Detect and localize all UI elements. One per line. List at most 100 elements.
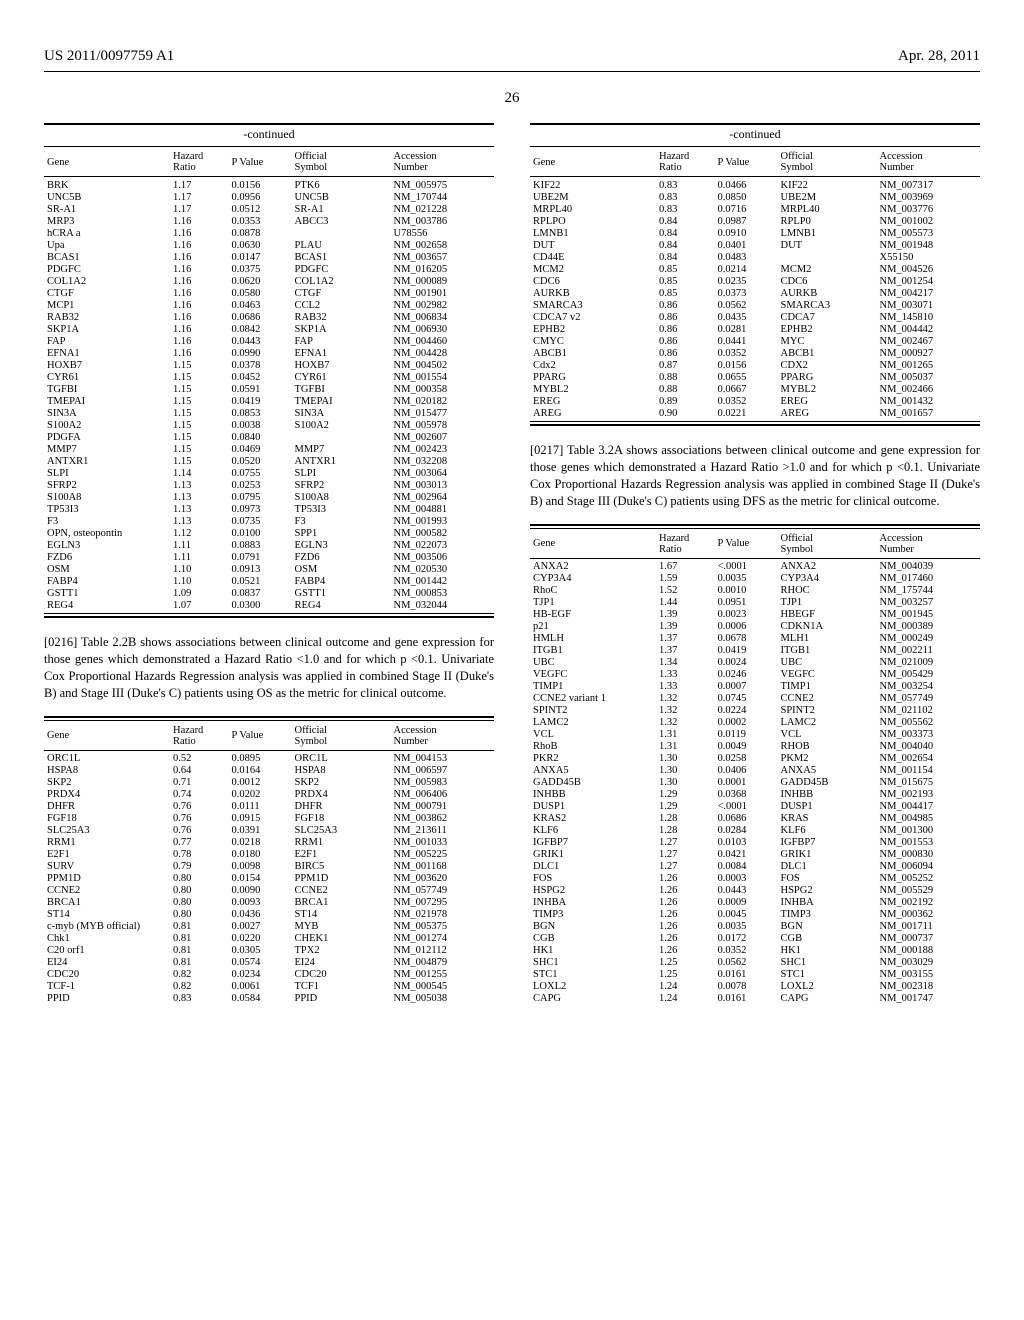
table-row: HSPG21.260.0443HSPG2NM_005529 (530, 885, 980, 897)
table-row: Chk10.810.0220CHEK1NM_001274 (44, 933, 494, 945)
table-3-2a: GeneHazardRatioP ValueOfficialSymbolAcce… (530, 524, 980, 1005)
table-row: GSTT11.090.0837GSTT1NM_000853 (44, 587, 494, 599)
table-row: OSM1.100.0913OSMNM_020530 (44, 563, 494, 575)
table-row: ORC1L0.520.0895ORC1LNM_004153 (44, 753, 494, 765)
table-row: FOS1.260.0003FOSNM_005252 (530, 873, 980, 885)
table-row: LAMC21.320.0002LAMC2NM_005562 (530, 717, 980, 729)
table-row: DUT0.840.0401DUTNM_001948 (530, 239, 980, 251)
doc-id: US 2011/0097759 A1 (44, 48, 174, 65)
table-row: PRDX40.740.0202PRDX4NM_006406 (44, 789, 494, 801)
table-row: PDGFC1.160.0375PDGFCNM_016205 (44, 263, 494, 275)
table-row: SMARCA30.860.0562SMARCA3NM_003071 (530, 299, 980, 311)
table-row: MRPL400.830.0716MRPL40NM_003776 (530, 203, 980, 215)
col-header: P Value (715, 149, 778, 175)
table-row: RhoB1.310.0049RHOBNM_004040 (530, 741, 980, 753)
table-row: KIF220.830.0466KIF22NM_007317 (530, 179, 980, 191)
table-row: RAB321.160.0686RAB32NM_006834 (44, 311, 494, 323)
table-row: FABP41.100.0521FABP4NM_001442 (44, 575, 494, 587)
table-row: HMLH1.370.0678MLH1NM_000249 (530, 633, 980, 645)
table-row: SURV0.790.0098BIRC5NM_001168 (44, 861, 494, 873)
table-row: SKP20.710.0012SKP2NM_005983 (44, 777, 494, 789)
table-row: CMYC0.860.0441MYCNM_002467 (530, 335, 980, 347)
table-2-2b-continued: -continued GeneHazardRatioP ValueOfficia… (530, 123, 980, 426)
table-row: SIN3A1.150.0853SIN3ANM_015477 (44, 407, 494, 419)
table-row: FAP1.160.0443FAPNM_004460 (44, 335, 494, 347)
table-row: CTGF1.160.0580CTGFNM_001901 (44, 287, 494, 299)
table-row: HSPA80.640.0164HSPA8NM_006597 (44, 765, 494, 777)
table-row: SLPI1.140.0755SLPINM_003064 (44, 467, 494, 479)
table-row: SFRP21.130.0253SFRP2NM_003013 (44, 479, 494, 491)
table-row: Upa1.160.0630PLAUNM_002658 (44, 239, 494, 251)
table-row: FZD61.110.0791FZD6NM_003506 (44, 551, 494, 563)
table-row: EFNA11.160.0990EFNA1NM_004428 (44, 347, 494, 359)
table-row: S100A81.130.0795S100A8NM_002964 (44, 491, 494, 503)
col-header: AccessionNumber (877, 531, 981, 557)
table-row: CDCA7 v20.860.0435CDCA7NM_145810 (530, 311, 980, 323)
col-header: HazardRatio (170, 723, 229, 749)
table-row: AREG0.900.0221AREGNM_001657 (530, 407, 980, 419)
table-row: F31.130.0735F3NM_001993 (44, 515, 494, 527)
col-header: OfficialSymbol (292, 723, 391, 749)
table-row: OPN, osteopontin1.120.0100SPP1NM_000582 (44, 527, 494, 539)
table-row: UNC5B1.170.0956UNC5BNM_170744 (44, 191, 494, 203)
table-row: CDC200.820.0234CDC20NM_001255 (44, 969, 494, 981)
table-row: MMP71.150.0469MMP7NM_002423 (44, 443, 494, 455)
col-header: OfficialSymbol (292, 149, 391, 175)
paragraph-0216: [0216] Table 2.2B shows associations bet… (44, 634, 494, 702)
table-row: EREG0.890.0352EREGNM_001432 (530, 395, 980, 407)
table-row: DLC11.270.0084DLC1NM_006094 (530, 861, 980, 873)
col-header: Gene (44, 149, 170, 175)
col-header: P Value (229, 723, 292, 749)
table-row: EPHB20.860.0281EPHB2NM_004442 (530, 323, 980, 335)
table-row: EI240.810.0574EI24NM_004879 (44, 957, 494, 969)
table-row: hCRA a1.160.0878U78556 (44, 227, 494, 239)
table-row: INHBB1.290.0368INHBBNM_002193 (530, 789, 980, 801)
table-row: ANXA21.67<.0001ANXA2NM_004039 (530, 561, 980, 573)
col-header: Gene (44, 723, 170, 749)
table-row: TJP11.440.0951TJP1NM_003257 (530, 597, 980, 609)
table-row: BCAS11.160.0147BCAS1NM_003657 (44, 251, 494, 263)
table-row: UBC1.340.0024UBCNM_021009 (530, 657, 980, 669)
table-row: SPINT21.320.0224SPINT2NM_021102 (530, 705, 980, 717)
table-row: CAPG1.240.0161CAPGNM_001747 (530, 993, 980, 1005)
right-column: -continued GeneHazardRatioP ValueOfficia… (530, 121, 980, 1021)
table-row: KLF61.280.0284KLF6NM_001300 (530, 825, 980, 837)
col-header: P Value (229, 149, 292, 175)
table-row: DUSP11.29<.0001DUSP1NM_004417 (530, 801, 980, 813)
table-row: LMNB10.840.0910LMNB1NM_005573 (530, 227, 980, 239)
table-row: S100A21.150.0038S100A2NM_005978 (44, 419, 494, 431)
table-row: TCF-10.820.0061TCF1NM_000545 (44, 981, 494, 993)
table-row: BRCA10.800.0093BRCA1NM_007295 (44, 897, 494, 909)
table-row: ITGB11.370.0419ITGB1NM_002211 (530, 645, 980, 657)
table-row: TMEPAI1.150.0419TMEPAINM_020182 (44, 395, 494, 407)
table-caption: -continued (44, 127, 494, 142)
table-row: CCNE20.800.0090CCNE2NM_057749 (44, 885, 494, 897)
col-header: AccessionNumber (391, 723, 495, 749)
table-row: CYP3A41.590.0035CYP3A4NM_017460 (530, 573, 980, 585)
table-row: VEGFC1.330.0246VEGFCNM_005429 (530, 669, 980, 681)
table-row: TIMP11.330.0007TIMP1NM_003254 (530, 681, 980, 693)
table-row: CD44E0.840.0483X55150 (530, 251, 980, 263)
table-row: RPLPO0.840.0987RPLP0NM_001002 (530, 215, 980, 227)
table-row: C20 orf10.810.0305TPX2NM_012112 (44, 945, 494, 957)
table-row: HK11.260.0352HK1NM_000188 (530, 945, 980, 957)
table-caption: -continued (530, 127, 980, 142)
table-row: MYBL20.880.0667MYBL2NM_002466 (530, 383, 980, 395)
table-row: KRAS21.280.0686KRASNM_004985 (530, 813, 980, 825)
table-row: HB-EGF1.390.0023HBEGFNM_001945 (530, 609, 980, 621)
table-row: PPID0.830.0584PPIDNM_005038 (44, 993, 494, 1005)
col-header: OfficialSymbol (778, 149, 877, 175)
table-row: MCP11.160.0463CCL2NM_002982 (44, 299, 494, 311)
table-row: SHC11.250.0562SHC1NM_003029 (530, 957, 980, 969)
table-row: ANXA51.300.0406ANXA5NM_001154 (530, 765, 980, 777)
table-row: BGN1.260.0035BGNNM_001711 (530, 921, 980, 933)
table-row: PKR21.300.0258PKM2NM_002654 (530, 753, 980, 765)
table-row: PPARG0.880.0655PPARGNM_005037 (530, 371, 980, 383)
left-column: -continued GeneHazardRatioP ValueOfficia… (44, 121, 494, 1021)
doc-date: Apr. 28, 2011 (898, 48, 980, 65)
table-row: ANTXR11.150.0520ANTXR1NM_032208 (44, 455, 494, 467)
table-row: REG41.070.0300REG4NM_032044 (44, 599, 494, 611)
table-row: TGFBI1.150.0591TGFBINM_000358 (44, 383, 494, 395)
header-rule (44, 71, 980, 72)
table-row: E2F10.780.0180E2F1NM_005225 (44, 849, 494, 861)
